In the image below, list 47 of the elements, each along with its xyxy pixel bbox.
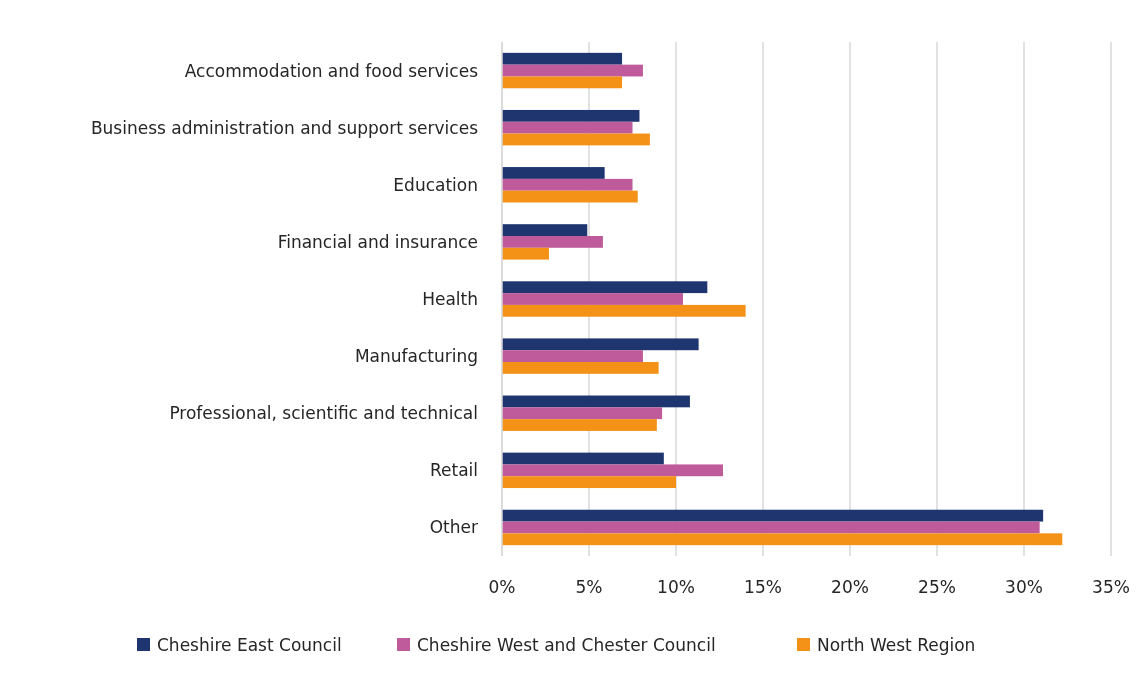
x-tick-label: 30% [1005, 577, 1043, 597]
bar [502, 419, 657, 431]
bar [502, 350, 643, 363]
bar [502, 464, 723, 477]
bar [502, 52, 623, 65]
bar [502, 224, 588, 236]
bar [502, 281, 708, 294]
bar [502, 76, 623, 89]
y-tick-label: Accommodation and food services [184, 60, 479, 81]
legend-label: North West Region [817, 634, 976, 655]
bar [502, 304, 746, 317]
x-tick-label: 20% [831, 577, 869, 597]
y-tick-label: Financial and insurance [277, 231, 478, 252]
y-tick-label: Professional, scientific and technical [169, 403, 478, 424]
bar [502, 452, 664, 465]
bar [502, 64, 643, 77]
y-tick-label: Education [393, 174, 478, 195]
bar [502, 293, 683, 305]
x-tick-label: 5% [575, 577, 603, 597]
bar [502, 362, 659, 374]
bar [502, 407, 663, 420]
y-tick-label: Other [429, 517, 478, 538]
y-tick-label: Health [422, 288, 478, 309]
bar [502, 178, 633, 191]
bar [502, 521, 1040, 534]
bar [502, 533, 1063, 546]
x-tick-label: 10% [657, 577, 695, 597]
x-tick-label: 25% [918, 577, 956, 597]
bar [502, 247, 549, 260]
x-tick-label: 0% [488, 577, 516, 597]
legend-label: Cheshire West and Chester Council [417, 634, 716, 655]
bar [502, 190, 638, 203]
y-tick-label: Business administration and support services [90, 117, 479, 138]
bar [502, 133, 650, 146]
y-tick-label: Manufacturing [354, 346, 478, 367]
bar [502, 235, 603, 248]
bar [502, 167, 605, 179]
x-tick-label: 15% [744, 577, 782, 597]
bar [502, 338, 699, 351]
bar [502, 395, 690, 408]
y-tick-label: Retail [429, 460, 478, 481]
bar [502, 509, 1044, 522]
bar [502, 121, 633, 134]
bar [502, 476, 676, 489]
bar [502, 109, 640, 122]
legend-label: Cheshire East Council [157, 634, 342, 655]
x-tick-label: 35% [1092, 577, 1130, 597]
